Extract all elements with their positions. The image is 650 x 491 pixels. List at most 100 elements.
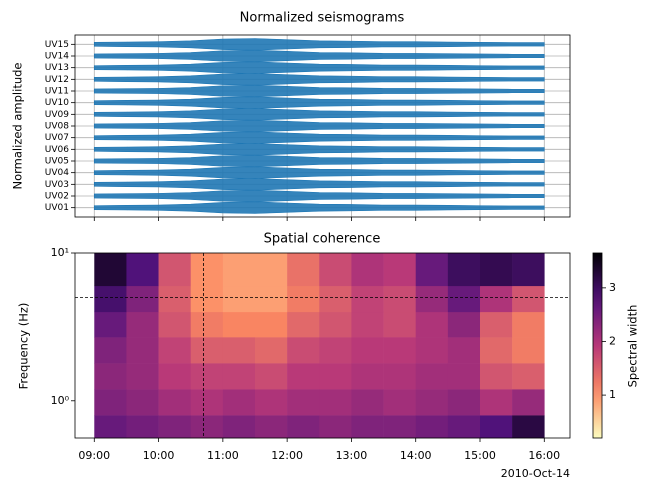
y-tick-label: UV02 [45, 192, 69, 202]
cell [351, 311, 384, 338]
cell [447, 389, 481, 416]
trace [93, 61, 545, 74]
cell [512, 363, 545, 390]
cell [480, 253, 513, 287]
y-axis-label: Normalized amplitude [11, 63, 25, 190]
cell [319, 389, 352, 416]
cell [319, 337, 352, 364]
cell [94, 253, 127, 287]
cell [415, 253, 449, 287]
trace [93, 201, 545, 214]
cell [447, 285, 481, 313]
cell [287, 389, 320, 416]
cell [126, 363, 159, 390]
cell [512, 415, 545, 439]
cell [222, 389, 256, 416]
cell [480, 285, 513, 313]
cell [383, 415, 417, 439]
trace [93, 96, 545, 109]
x-tick-label: 09:00 [78, 449, 110, 462]
colorbar-label: Spectral width [626, 305, 640, 388]
cell [351, 363, 384, 390]
cell [222, 253, 256, 287]
cell [287, 337, 320, 364]
cell [383, 253, 417, 287]
cell [383, 337, 417, 364]
cell [415, 363, 449, 390]
cell [255, 337, 288, 364]
cell [126, 337, 159, 364]
y-tick-label: 10⁰ [51, 394, 70, 407]
cell [447, 363, 481, 390]
x-tick-label: 14:00 [400, 449, 432, 462]
cell [351, 389, 384, 416]
cell [351, 253, 384, 287]
cell [94, 389, 127, 416]
colorbar-tick-label: 3 [609, 281, 616, 294]
trace [93, 189, 545, 203]
cell [255, 363, 288, 390]
cell [255, 415, 288, 439]
y-tick-label: UV07 [45, 133, 69, 143]
cell [447, 415, 481, 439]
cell [480, 415, 513, 439]
cell [222, 363, 256, 390]
cell [415, 337, 449, 364]
cell [126, 415, 159, 439]
cell [319, 363, 352, 390]
cell [383, 389, 417, 416]
cell [222, 311, 256, 338]
trace [93, 131, 545, 144]
trace [93, 119, 545, 133]
cell [480, 311, 513, 338]
cell [447, 311, 481, 338]
cell [319, 253, 352, 287]
y-tick-label: UV03 [45, 180, 69, 190]
y-axis-label: Frequency (Hz) [17, 303, 31, 390]
cell [190, 253, 224, 287]
cell [255, 253, 288, 287]
cell [190, 285, 224, 313]
trace [93, 108, 545, 121]
cell [126, 389, 159, 416]
axes-frame [74, 252, 571, 439]
axes-frame [74, 34, 571, 218]
colorbar-tick-label: 1 [609, 388, 616, 401]
colorbar-tick-label: 2 [609, 334, 616, 347]
cell [158, 415, 192, 439]
y-tick-label: UV01 [45, 203, 69, 213]
cell [351, 285, 384, 313]
cell [94, 337, 127, 364]
cell [319, 285, 352, 313]
cell [383, 363, 417, 390]
cell [383, 311, 417, 338]
trace [93, 73, 545, 86]
y-tick-label: UV15 [45, 40, 69, 50]
y-tick-label: UV13 [45, 63, 69, 73]
trace [93, 38, 545, 51]
trace [93, 178, 545, 191]
y-tick-label: UV10 [45, 98, 69, 108]
cell [480, 389, 513, 416]
cell [190, 337, 224, 364]
cell [126, 285, 159, 313]
cell [512, 389, 545, 416]
cell [158, 337, 192, 364]
cell [351, 415, 384, 439]
cell [287, 311, 320, 338]
cell [512, 311, 545, 338]
cell [287, 415, 320, 439]
cell [287, 285, 320, 313]
x-tick-label: 11:00 [207, 449, 239, 462]
cell [415, 389, 449, 416]
cell [415, 311, 449, 338]
cell [351, 337, 384, 364]
cell [190, 363, 224, 390]
y-tick-label: UV12 [45, 75, 69, 85]
cell [94, 285, 127, 313]
cell [447, 337, 481, 364]
cell [222, 337, 256, 364]
x-tick-label: 10:00 [143, 449, 175, 462]
trace [93, 84, 545, 98]
